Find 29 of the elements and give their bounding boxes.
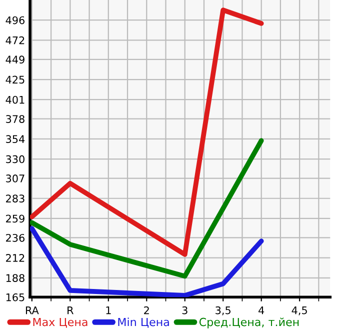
y-tick-label: 307: [6, 174, 24, 182]
x-tick-label: 2: [144, 306, 149, 314]
y-tick-label: 259: [6, 214, 24, 223]
y-tick-label: 188: [6, 274, 24, 282]
x-tick-label: 4: [258, 306, 264, 314]
y-tick-label: 236: [6, 234, 24, 242]
y-tick-label: 401: [6, 96, 24, 104]
line-series: [30, 226, 264, 298]
line-series: [30, 8, 264, 257]
legend-label: Min Цена: [118, 318, 169, 328]
y-tick-label: 496: [6, 16, 24, 24]
x-tick-label: RA: [26, 306, 39, 314]
y-tick-label: 330: [6, 155, 24, 164]
y-tick-label: 472: [6, 36, 24, 44]
legend-label: Сред.Цена, т.йен: [199, 318, 299, 328]
y-tick-label: 449: [6, 56, 24, 64]
x-tick-label: 4,5: [292, 306, 307, 316]
x-tick-label: R: [68, 306, 74, 314]
legend-label: Max Цена: [33, 318, 88, 328]
y-tick-label: 212: [6, 254, 24, 262]
line-series: [30, 138, 264, 279]
y-tick-label: 283: [6, 194, 24, 202]
y-tick-label: 165: [6, 293, 24, 302]
x-tick-label: 1: [106, 306, 111, 314]
y-tick-label: 354: [6, 135, 25, 144]
y-tick-label: 378: [6, 115, 24, 123]
x-tick-label: 3,5: [216, 306, 230, 316]
x-tick-label: 3: [182, 306, 188, 314]
y-tick-label: 425: [6, 76, 24, 84]
